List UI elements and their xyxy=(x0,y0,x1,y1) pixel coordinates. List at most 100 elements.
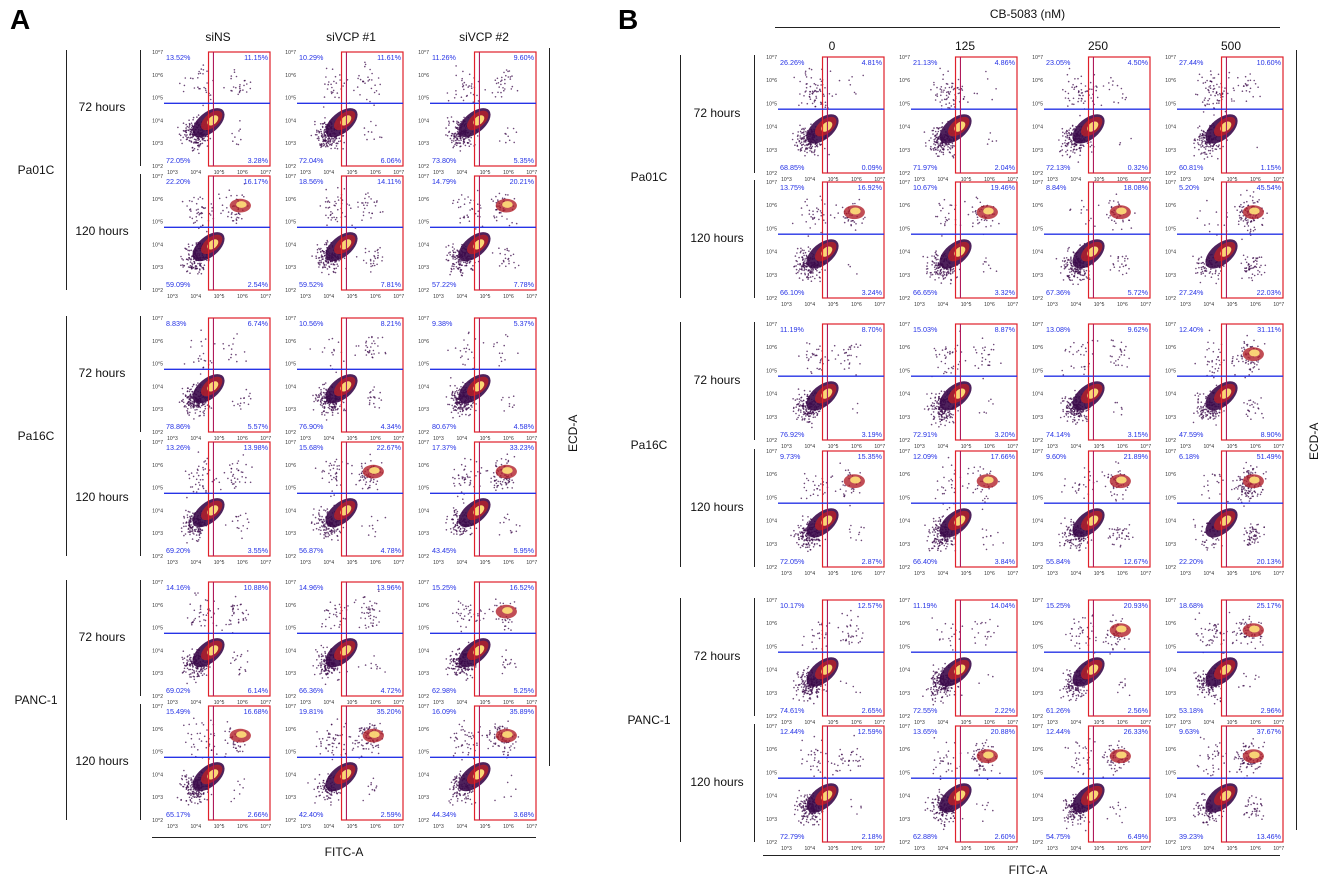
panel-label: B xyxy=(618,4,639,35)
x-tick-label: 10^5 xyxy=(1094,177,1105,183)
quadrant-percentage: 20.88% xyxy=(991,727,1016,736)
quadrant-percentage: 16.68% xyxy=(244,707,269,716)
y-tick-label: 10^3 xyxy=(766,148,777,154)
quadrant-percentage: 5.95% xyxy=(514,546,535,555)
flow-cytometry-plot: 10^3 10^4 10^5 10^6 10^7 10^7 10^6 10^5 10^4 10^3… xyxy=(1165,598,1285,728)
x-tick-label: 10^7 xyxy=(1140,571,1151,577)
x-tick-label: 10^3 xyxy=(1047,571,1058,577)
y-tick-label: 10^6 xyxy=(1032,78,1043,84)
x-tick-label: 10^4 xyxy=(1203,302,1214,308)
quadrant-percentage: 61.26% xyxy=(1046,706,1071,715)
flow-plot-svg: 10^3 10^4 10^5 10^6 10^7 10^7 10^6 10^5 10^4 10^3… xyxy=(1165,449,1284,577)
x-tick-label: 10^6 xyxy=(1250,571,1261,577)
x-tick-label: 10^5 xyxy=(961,720,972,726)
quadrant-percentage: 59.52% xyxy=(299,280,324,289)
y-tick-label: 10^5 xyxy=(418,626,429,632)
quadrant-percentage: 10.67% xyxy=(913,183,938,192)
y-tick-label: 10^5 xyxy=(899,101,910,107)
density-cloud xyxy=(312,590,386,686)
x-tick-label: 10^3 xyxy=(433,824,444,830)
x-tick-label: 10^3 xyxy=(914,177,925,183)
gate-box xyxy=(1220,323,1284,441)
x-tick-label: 10^4 xyxy=(937,177,948,183)
x-tick-label: 10^3 xyxy=(914,846,925,852)
x-tick-label: 10^4 xyxy=(804,444,815,450)
x-tick-label: 10^5 xyxy=(1227,177,1238,183)
y-tick-label: 10^7 xyxy=(899,180,910,186)
x-tick-label: 10^3 xyxy=(167,170,178,176)
quadrant-percentage: 9.60% xyxy=(1046,452,1067,461)
x-tick-label: 10^6 xyxy=(503,560,514,566)
quadrant-percentage: 14.96% xyxy=(299,583,324,592)
density-cloud xyxy=(1055,193,1136,286)
y-tick-label: 10^5 xyxy=(766,101,777,107)
y-tick-label: 10^3 xyxy=(152,141,163,147)
y-tick-label: 10^3 xyxy=(1165,691,1176,697)
density-cloud xyxy=(1059,339,1130,425)
quadrant-percentage: 72.79% xyxy=(780,832,805,841)
gate-box xyxy=(473,317,537,433)
y-tick-label: 10^6 xyxy=(766,78,777,84)
quadrant-percentage: 17.66% xyxy=(991,452,1016,461)
quadrant-percentage: 43.45% xyxy=(432,546,457,555)
x-tick-label: 10^6 xyxy=(851,444,862,450)
x-tick-label: 10^7 xyxy=(260,560,271,566)
flow-cytometry-plot: 10^3 10^4 10^5 10^6 10^7 10^7 10^6 10^5 10^4 10^3… xyxy=(766,449,886,579)
y-tick-label: 10^3 xyxy=(1032,415,1043,421)
quadrant-percentage: 5.35% xyxy=(514,156,535,165)
y-tick-label: 10^6 xyxy=(418,73,429,79)
quadrant-percentage: 2.18% xyxy=(862,832,883,841)
x-tick-label: 10^3 xyxy=(300,170,311,176)
x-tick-label: 10^6 xyxy=(1250,444,1261,450)
quadrant-percentage: 73.80% xyxy=(432,156,457,165)
quadrant-percentage: 2.96% xyxy=(1261,706,1282,715)
x-tick-label: 10^4 xyxy=(456,824,467,830)
flow-plot-svg: 10^3 10^4 10^5 10^6 10^7 10^7 10^6 10^5 10^4 10^3… xyxy=(1165,180,1284,308)
quadrant-percentage: 2.04% xyxy=(995,163,1016,172)
y-tick-label: 10^5 xyxy=(285,750,296,756)
density-cloud xyxy=(311,186,384,276)
x-tick-label: 10^4 xyxy=(804,571,815,577)
quadrant-percentage: 74.14% xyxy=(1046,430,1071,439)
y-tick-label: 10^2 xyxy=(418,164,429,170)
flow-plot-svg: 10^3 10^4 10^5 10^6 10^7 10^7 10^6 10^5 10^4 10^3… xyxy=(766,598,885,726)
row-axis-bar xyxy=(140,440,141,556)
x-tick-label: 10^6 xyxy=(1117,720,1128,726)
x-tick-label: 10^6 xyxy=(1250,302,1261,308)
x-tick-label: 10^5 xyxy=(828,571,839,577)
quadrant-percentage: 13.65% xyxy=(913,727,938,736)
group-bracket xyxy=(66,580,67,820)
x-tick-label: 10^6 xyxy=(370,294,381,300)
row-axis-bar xyxy=(754,55,755,173)
density-cloud xyxy=(1192,461,1267,551)
density-cloud xyxy=(792,342,862,429)
x-tick-label: 10^4 xyxy=(456,700,467,706)
quadrant-percentage: 80.67% xyxy=(432,422,457,431)
quadrant-percentage: 6.14% xyxy=(248,686,269,695)
y-tick-label: 10^2 xyxy=(1165,296,1176,302)
dose-header-line xyxy=(775,27,1280,28)
x-tick-label: 10^4 xyxy=(937,846,948,852)
y-tick-label: 10^6 xyxy=(1032,747,1043,753)
x-tick-label: 10^4 xyxy=(323,436,334,442)
y-tick-label: 10^4 xyxy=(899,125,910,131)
quadrant-percentage: 12.59% xyxy=(858,727,883,736)
quadrant-percentage: 12.44% xyxy=(780,727,805,736)
x-tick-label: 10^7 xyxy=(1007,720,1018,726)
y-tick-label: 10^5 xyxy=(1165,495,1176,501)
quadrant-percentage: 15.03% xyxy=(913,325,938,334)
y-tick-label: 10^3 xyxy=(899,148,910,154)
quadrant-percentage: 5.25% xyxy=(514,686,535,695)
density-cloud xyxy=(307,718,384,806)
density-cloud xyxy=(1192,189,1268,285)
panel-label: A xyxy=(10,4,31,35)
y-tick-label: 10^7 xyxy=(1032,55,1043,61)
x-tick-label: 10^5 xyxy=(1227,846,1238,852)
y-tick-label: 10^3 xyxy=(285,265,296,271)
flow-plot-svg: 10^3 10^4 10^5 10^6 10^7 10^7 10^6 10^5 10^4 10^3… xyxy=(766,449,885,577)
quadrant-percentage: 9.62% xyxy=(1128,325,1149,334)
quadrant-percentage: 66.40% xyxy=(913,557,938,566)
y-tick-label: 10^2 xyxy=(766,565,777,571)
x-tick-label: 10^5 xyxy=(214,824,225,830)
x-tick-label: 10^5 xyxy=(1227,444,1238,450)
